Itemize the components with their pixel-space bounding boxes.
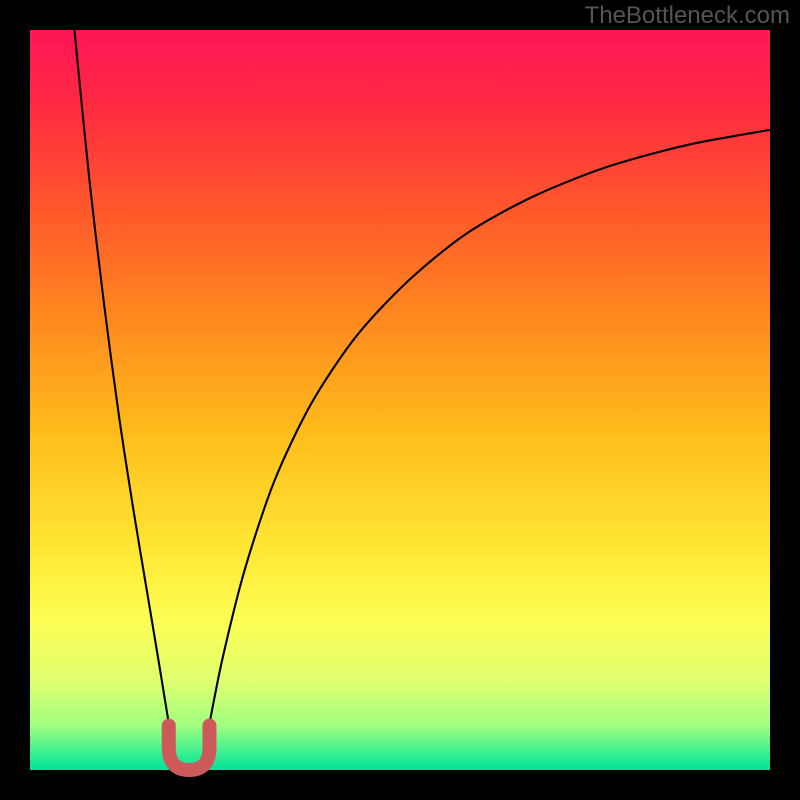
left-falling-curve — [74, 30, 169, 726]
right-rising-curve — [209, 130, 770, 726]
figure-frame: TheBottleneck.com — [0, 0, 800, 800]
bottleneck-curve-plot — [30, 30, 770, 770]
minimum-marker — [169, 726, 210, 770]
watermark-text: TheBottleneck.com — [585, 2, 790, 30]
chart-area — [30, 30, 770, 770]
